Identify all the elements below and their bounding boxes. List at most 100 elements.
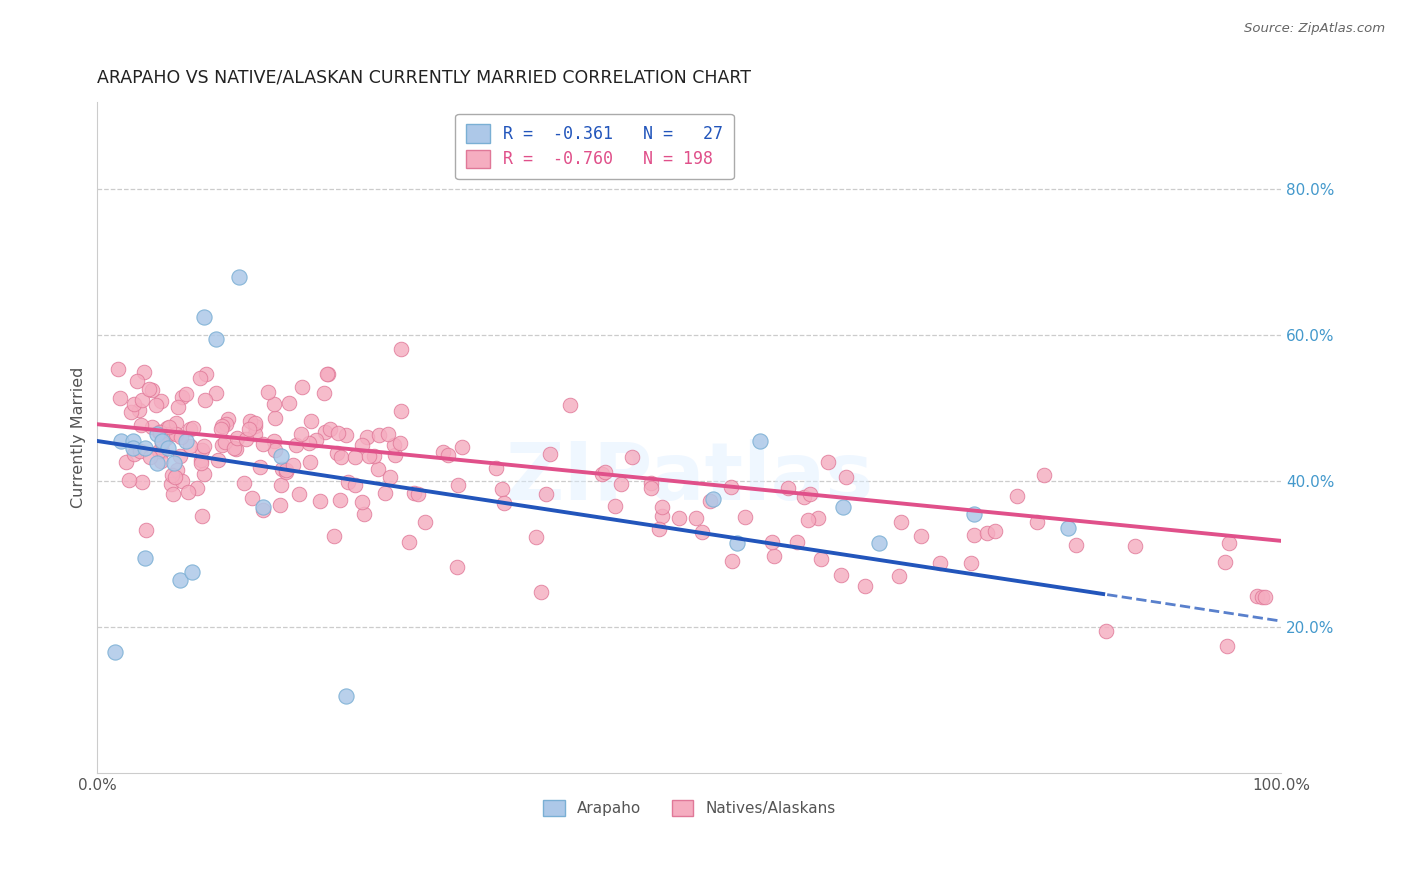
Point <box>560 398 582 412</box>
Point <box>1026 516 1049 530</box>
Point <box>817 455 839 469</box>
Point <box>141 384 163 398</box>
Point <box>702 492 724 507</box>
Point <box>404 485 426 500</box>
Point <box>181 421 204 435</box>
Point <box>648 522 671 536</box>
Point <box>243 418 266 433</box>
Point <box>1250 590 1272 604</box>
Point <box>868 536 890 550</box>
Point <box>929 556 952 570</box>
Point <box>976 525 998 540</box>
Point <box>1057 521 1080 535</box>
Point <box>288 487 311 501</box>
Point <box>335 427 357 442</box>
Point <box>437 448 460 462</box>
Point <box>524 530 547 544</box>
Point <box>194 392 217 407</box>
Point <box>135 524 157 538</box>
Point <box>239 414 262 428</box>
Point <box>491 483 513 497</box>
Point <box>1123 539 1146 553</box>
Point <box>149 393 172 408</box>
Point <box>538 447 561 461</box>
Point <box>962 507 984 521</box>
Point <box>269 498 291 512</box>
Point <box>605 499 627 513</box>
Text: ZIPatlas: ZIPatlas <box>505 439 873 516</box>
Point <box>157 420 180 434</box>
Point <box>1246 589 1268 603</box>
Point <box>181 566 204 580</box>
Point <box>194 367 217 381</box>
Point <box>389 342 412 356</box>
Point <box>157 442 180 456</box>
Point <box>170 430 193 444</box>
Point <box>191 509 214 524</box>
Point <box>172 390 194 404</box>
Point <box>129 443 152 458</box>
Point <box>128 403 150 417</box>
Point <box>699 493 721 508</box>
Point <box>145 426 167 441</box>
Point <box>1215 555 1237 569</box>
Point <box>190 453 212 467</box>
Point <box>384 448 406 462</box>
Point <box>326 425 349 440</box>
Point <box>179 439 201 453</box>
Point <box>963 528 986 542</box>
Point <box>335 689 357 703</box>
Point <box>169 449 191 463</box>
Point <box>108 391 131 405</box>
Point <box>228 269 250 284</box>
Point <box>148 425 170 439</box>
Point <box>193 439 215 453</box>
Point <box>177 485 200 500</box>
Point <box>352 438 374 452</box>
Point <box>1095 624 1118 638</box>
Legend: Arapaho, Natives/Alaskans: Arapaho, Natives/Alaskans <box>537 794 842 822</box>
Point <box>138 383 160 397</box>
Point <box>1033 468 1056 483</box>
Point <box>263 443 285 458</box>
Point <box>319 422 342 436</box>
Point <box>413 516 436 530</box>
Point <box>299 455 322 469</box>
Point <box>204 386 226 401</box>
Point <box>134 442 156 456</box>
Point <box>211 419 233 434</box>
Point <box>271 462 294 476</box>
Point <box>263 434 285 448</box>
Point <box>145 456 167 470</box>
Point <box>835 470 858 484</box>
Point <box>204 332 226 346</box>
Point <box>807 511 830 525</box>
Point <box>734 509 756 524</box>
Point <box>127 374 149 388</box>
Point <box>159 476 181 491</box>
Point <box>281 458 304 472</box>
Point <box>721 554 744 568</box>
Point <box>232 476 254 491</box>
Point <box>984 524 1007 538</box>
Point <box>169 573 191 587</box>
Point <box>160 468 183 483</box>
Point <box>432 445 454 459</box>
Point <box>148 444 170 458</box>
Point <box>122 434 145 448</box>
Y-axis label: Currently Married: Currently Married <box>72 367 86 508</box>
Point <box>314 386 336 401</box>
Point <box>122 447 145 461</box>
Point <box>156 426 179 441</box>
Point <box>214 434 236 449</box>
Point <box>786 534 808 549</box>
Point <box>685 510 707 524</box>
Point <box>122 397 145 411</box>
Point <box>299 414 322 428</box>
Point <box>352 494 374 508</box>
Point <box>264 410 287 425</box>
Point <box>323 529 346 543</box>
Point <box>374 485 396 500</box>
Point <box>810 552 832 566</box>
Point <box>353 507 375 521</box>
